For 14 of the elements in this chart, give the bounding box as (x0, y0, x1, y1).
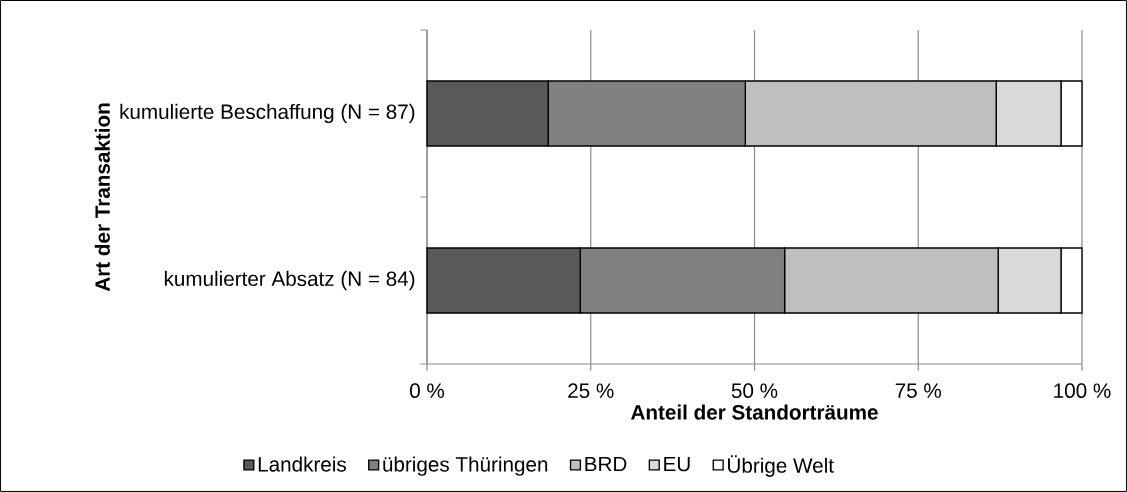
x-tick-label: 0 % (410, 383, 445, 399)
x-tick-label: 25 % (568, 383, 614, 399)
legend-label: Übrige Welt (728, 455, 834, 477)
legend-label: Landkreis (258, 456, 346, 472)
y-axis-title: Art der Transaktion (94, 103, 110, 292)
y-tick-label: kumulierter Absatz (N = 84) (164, 270, 415, 291)
x-tick-label: 100 % (1054, 383, 1111, 399)
legend-label: übriges Thüringen (383, 456, 548, 476)
legend-label: BRD (585, 456, 627, 472)
y-tick-label: kumulierte Beschaffung (N = 87) (120, 103, 415, 124)
x-axis-title: Anteil der Standorträume (631, 404, 878, 420)
legend-label: EU (664, 456, 690, 472)
x-tick-label: 50 % (731, 383, 778, 399)
x-tick-label: 75 % (895, 383, 942, 398)
